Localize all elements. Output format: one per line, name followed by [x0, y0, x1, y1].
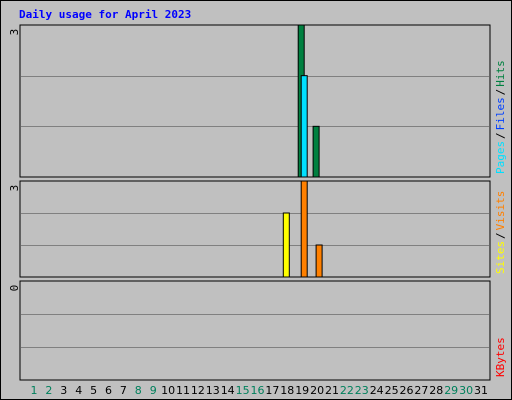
day-label-26: 26	[400, 384, 414, 397]
legend-sites: Sites	[494, 241, 507, 274]
bar-sites-day-18	[282, 212, 290, 278]
day-label-15: 15	[236, 384, 250, 397]
day-label-4: 4	[75, 384, 82, 397]
panel-kbytes	[19, 280, 491, 381]
bar-hits-day-20	[312, 125, 320, 178]
y-max-label: 0	[8, 285, 21, 292]
panel-visits-sites	[19, 180, 491, 278]
day-label-19: 19	[295, 384, 309, 397]
bar-visits-day-19	[300, 180, 308, 278]
legend-visits: Visits	[494, 191, 507, 231]
day-label-20: 20	[310, 384, 324, 397]
legend-kbytes: KBytes	[494, 337, 507, 377]
day-label-14: 14	[221, 384, 235, 397]
chart-title: Daily usage for April 2023	[19, 8, 192, 21]
day-label-29: 29	[444, 384, 458, 397]
bar-pages-day-19	[300, 75, 308, 178]
day-label-8: 8	[135, 384, 142, 397]
bar-visits-day-20	[315, 244, 323, 278]
day-label-22: 22	[340, 384, 354, 397]
day-label-11: 11	[176, 384, 190, 397]
day-label-12: 12	[191, 384, 205, 397]
legend-separator: /	[494, 132, 507, 139]
legend-separator: /	[494, 89, 507, 96]
day-label-16: 16	[251, 384, 265, 397]
y-max-label: 3	[8, 29, 21, 36]
legend-pages: Pages	[494, 141, 507, 174]
day-label-31: 31	[474, 384, 488, 397]
y-max-label: 3	[8, 185, 21, 192]
panel-pages-files-hits	[19, 24, 491, 178]
legend-separator: /	[494, 232, 507, 239]
day-label-5: 5	[90, 384, 97, 397]
day-label-3: 3	[60, 384, 67, 397]
day-label-10: 10	[161, 384, 175, 397]
day-label-2: 2	[45, 384, 52, 397]
day-label-28: 28	[429, 384, 443, 397]
day-label-25: 25	[385, 384, 399, 397]
legend-files: Files	[494, 97, 507, 130]
day-label-13: 13	[206, 384, 220, 397]
day-label-21: 21	[325, 384, 339, 397]
day-label-18: 18	[280, 384, 294, 397]
day-label-27: 27	[414, 384, 428, 397]
day-label-30: 30	[459, 384, 473, 397]
day-label-24: 24	[370, 384, 384, 397]
day-label-17: 17	[265, 384, 279, 397]
day-label-1: 1	[31, 384, 38, 397]
legend-hits: Hits	[494, 60, 507, 87]
day-label-7: 7	[120, 384, 127, 397]
day-label-23: 23	[355, 384, 369, 397]
day-label-9: 9	[150, 384, 157, 397]
day-label-6: 6	[105, 384, 112, 397]
